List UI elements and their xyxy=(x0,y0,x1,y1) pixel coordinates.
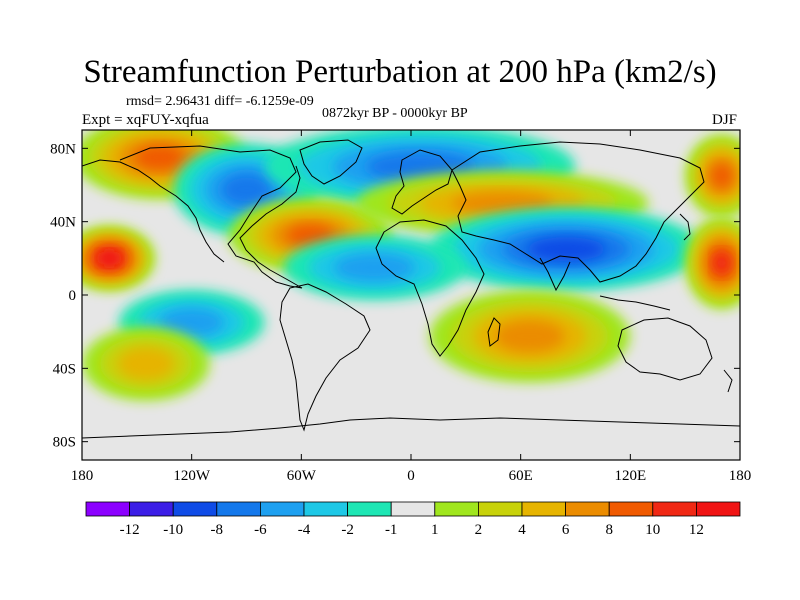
lon-label: 60E xyxy=(509,468,533,484)
colorbar-swatch xyxy=(608,501,654,517)
field-indian-ocean-positive xyxy=(429,290,631,383)
contour-band xyxy=(287,224,334,246)
coast-new-zealand xyxy=(723,369,733,393)
season-label: DJF xyxy=(712,112,738,128)
colorbar-label: -8 xyxy=(211,522,224,538)
colorbar-label: -6 xyxy=(254,522,267,538)
coast-japan xyxy=(679,213,691,241)
colorbar-label: 12 xyxy=(689,522,704,538)
lon-label: 180 xyxy=(71,468,94,484)
coast-asia xyxy=(451,141,705,283)
contour-band xyxy=(333,253,415,282)
colorbar-swatch xyxy=(259,501,305,517)
axis-ticks: 80N 40N 0 40S 80S 180 120W 60W 0 60E 120E 180 xyxy=(50,130,751,484)
coast-indonesia xyxy=(599,295,671,311)
colorbar-label: -10 xyxy=(163,522,183,538)
field-tropical-atlantic-negative xyxy=(283,235,466,300)
lat-label: 80N xyxy=(50,141,76,157)
colorbar-label: -12 xyxy=(120,522,140,538)
field-north-pacific-east-positive xyxy=(685,134,740,218)
coast-india xyxy=(539,257,571,292)
colorbar-label: 4 xyxy=(518,522,526,538)
contour-band xyxy=(527,237,606,262)
lat-label: 0 xyxy=(69,288,77,304)
colorbar-swatch xyxy=(216,501,261,517)
coast-africa xyxy=(375,219,485,357)
field-asia-negative xyxy=(429,207,704,291)
field-south-pacific-positive xyxy=(82,326,210,401)
rmsd-label: rmsd= 2.96431 diff= -6.1259e-09 xyxy=(126,94,314,109)
coast-greenland xyxy=(299,139,363,185)
field-east-pacific-tropical-positive xyxy=(685,216,740,309)
coast-australia xyxy=(617,317,713,381)
colorbar-swatch xyxy=(565,501,610,517)
colorbar: -12 -10 -8 -6 -4 -2 -1 1 2 4 6 8 10 12 xyxy=(85,501,741,538)
coast-alaska xyxy=(82,159,225,263)
contour-band xyxy=(99,251,119,266)
colorbar-label: -4 xyxy=(298,522,311,538)
contour-band xyxy=(134,145,185,170)
colorbar-swatch xyxy=(85,501,130,517)
experiment-label: Expt = xqFUY-xqfua xyxy=(82,112,209,128)
coast-south-america xyxy=(279,283,371,432)
colorbar-swatch xyxy=(129,501,174,517)
lon-label: 120E xyxy=(614,468,646,484)
contour-band xyxy=(159,308,225,337)
contour-band xyxy=(221,173,272,206)
chart-title: Streamfunction Perturbation at 200 hPa (… xyxy=(83,54,717,90)
coast-madagascar xyxy=(487,317,501,347)
colorbar-label: -2 xyxy=(341,522,354,538)
colorbar-swatch xyxy=(521,501,566,517)
colorbar-label: 2 xyxy=(475,522,483,538)
lon-label: 180 xyxy=(729,468,752,484)
lon-label: 120W xyxy=(173,468,211,484)
colorbar-label: 6 xyxy=(562,522,570,538)
colorbar-swatch xyxy=(390,501,436,517)
contour-band xyxy=(711,163,733,188)
colorbar-swatch xyxy=(172,501,218,517)
colorbar-label: -1 xyxy=(385,522,398,538)
colorbar-swatch xyxy=(347,501,392,517)
colorbar-label: 1 xyxy=(431,522,439,538)
coast-antarctica xyxy=(82,417,740,439)
field-pacific-positive xyxy=(82,226,155,291)
colorbar-swatch xyxy=(477,501,523,517)
lat-label: 80S xyxy=(53,435,76,451)
contour-band xyxy=(117,347,175,381)
period-label: 0872kyr BP - 0000kyr BP xyxy=(322,106,468,121)
lat-label: 40N xyxy=(50,215,76,231)
contour-band xyxy=(451,192,554,215)
colorbar-label: 8 xyxy=(605,522,613,538)
lon-label: 0 xyxy=(407,468,415,484)
lon-label: 60W xyxy=(287,468,317,484)
colorbar-swatch xyxy=(652,501,697,517)
colorbar-swatch xyxy=(696,501,741,517)
lat-label: 40S xyxy=(53,361,76,377)
colorbar-swatch xyxy=(303,501,348,517)
coastlines xyxy=(82,139,740,439)
colorbar-label: 10 xyxy=(645,522,660,538)
contour-band xyxy=(494,320,565,353)
coast-europe xyxy=(391,149,453,215)
contour-band xyxy=(712,251,731,275)
coast-north-america xyxy=(119,145,303,289)
colorbar-swatch xyxy=(434,501,479,517)
